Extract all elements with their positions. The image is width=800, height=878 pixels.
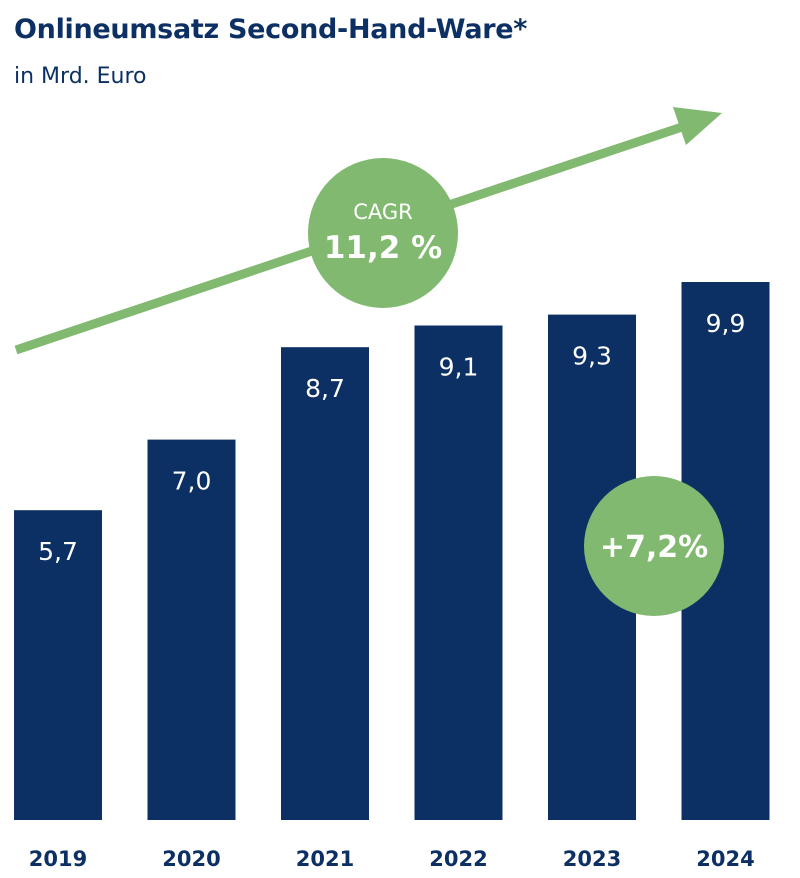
x-tick-2019: 2019	[29, 847, 87, 871]
value-label-2022: 9,1	[439, 353, 479, 382]
value-label-2023: 9,3	[572, 342, 612, 371]
value-label-2021: 8,7	[305, 374, 345, 403]
x-tick-2024: 2024	[696, 847, 754, 871]
cagr-badge: CAGR 11,2 %	[308, 158, 458, 308]
growth-label: +7,2%	[600, 530, 708, 565]
cagr-label: CAGR	[353, 200, 413, 224]
chart-subtitle: in Mrd. Euro	[14, 64, 147, 89]
bar-2022	[414, 325, 503, 820]
growth-circle	[584, 476, 724, 616]
growth-badge: +7,2%	[584, 476, 724, 616]
cagr-value: 11,2 %	[324, 230, 442, 266]
bar-2019	[14, 510, 102, 820]
bar-2021	[281, 347, 369, 820]
value-label-2019: 5,7	[38, 537, 78, 566]
x-tick-2021: 2021	[296, 847, 354, 871]
chart-title: Onlineumsatz Second-Hand-Ware*	[14, 14, 528, 45]
bars-layer: 5,7 7,0 8,7 9,1 9,3 9,9	[14, 282, 770, 820]
cagr-trend-arrow-head	[673, 107, 722, 145]
value-label-2024: 9,9	[706, 309, 746, 338]
x-tick-2023: 2023	[563, 847, 621, 871]
x-axis: 2019 2020 2021 2022 2023 2024	[29, 847, 755, 871]
value-label-2020: 7,0	[172, 467, 212, 496]
x-tick-2020: 2020	[162, 847, 220, 871]
bar-2020	[147, 439, 236, 820]
x-tick-2022: 2022	[429, 847, 487, 871]
cagr-circle	[308, 158, 458, 308]
